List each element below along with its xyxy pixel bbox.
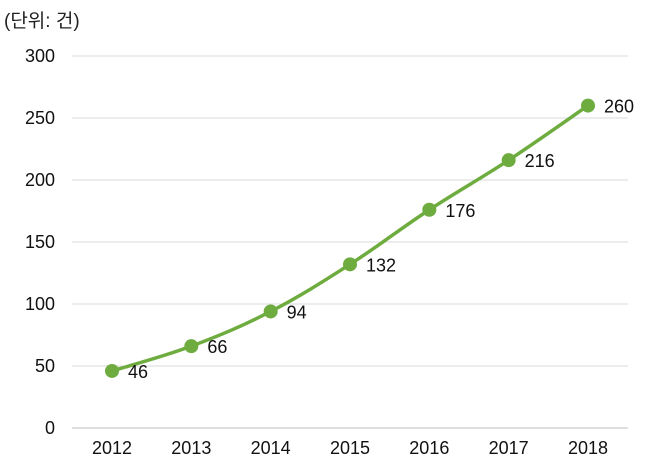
- data-point: [422, 202, 437, 217]
- data-label: 176: [445, 201, 475, 221]
- data-point: [581, 98, 595, 113]
- data-label: 94: [287, 302, 307, 322]
- data-point: [184, 339, 199, 354]
- x-tick-label: 2014: [251, 438, 291, 458]
- y-tick-label: 100: [25, 294, 55, 314]
- y-tick-label: 0: [45, 418, 55, 438]
- data-point: [343, 257, 357, 272]
- series-line: [110, 103, 590, 373]
- x-tick-label: 2017: [489, 438, 529, 458]
- y-tick-label: 300: [25, 46, 55, 66]
- y-tick-label: 150: [25, 232, 55, 252]
- x-tick-label: 2013: [171, 438, 211, 458]
- data-point: [263, 304, 278, 319]
- x-tick-label: 2016: [409, 438, 449, 458]
- data-point: [501, 153, 516, 168]
- x-tick-label: 2015: [330, 438, 370, 458]
- unit-label: (단위: 건): [4, 10, 80, 32]
- data-label: 46: [128, 362, 148, 382]
- y-tick-label: 250: [25, 108, 55, 128]
- y-tick-label: 200: [25, 170, 55, 190]
- x-tick-label: 2012: [92, 438, 132, 458]
- x-tick-label: 2018: [568, 438, 608, 458]
- data-label: 216: [525, 151, 555, 171]
- data-label: 132: [366, 255, 396, 275]
- data-label: 260: [604, 97, 634, 117]
- data-point: [105, 363, 119, 378]
- y-tick-label: 50: [35, 356, 55, 376]
- data-label: 66: [207, 337, 227, 357]
